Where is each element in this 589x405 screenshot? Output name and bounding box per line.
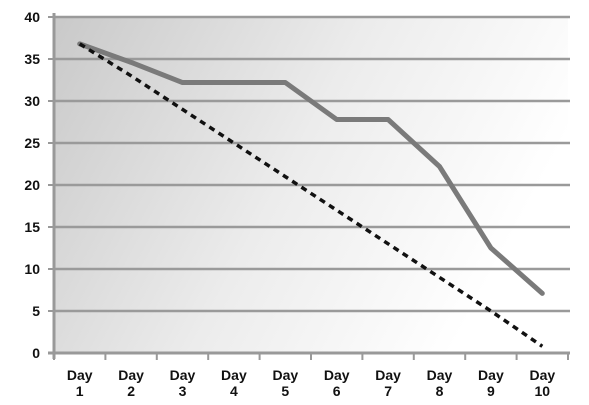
series-group (77, 41, 545, 348)
x-tick-label: Day 1 (67, 367, 93, 399)
x-tick-label: Day 2 (118, 367, 144, 399)
x-tick-label: Day 7 (375, 367, 401, 399)
x-tick-label: Day 3 (170, 367, 196, 399)
y-tick-label: 30 (24, 93, 40, 109)
x-tick-label: Day 10 (529, 367, 555, 399)
ideal-line (78, 42, 544, 348)
y-tick-label: 5 (32, 303, 40, 319)
x-tick-label: Day 8 (427, 367, 453, 399)
axes (48, 13, 570, 360)
x-axis-tick-labels: Day 1 Day 2 Day 3 Day 4 Day 5 Day 6 Day 7 Day 8 Day 9 Day 1… (67, 367, 555, 399)
y-tick-label: 0 (32, 345, 40, 361)
y-tick-label: 10 (24, 261, 40, 277)
x-tick-label: Day 4 (221, 367, 247, 399)
y-tick-label: 25 (24, 135, 40, 151)
y-axis-tick-labels: 0 5 10 15 20 25 30 35 40 (24, 9, 40, 361)
x-tick-label: Day 9 (478, 367, 504, 399)
y-tick-label: 35 (24, 51, 40, 67)
actual-line (77, 41, 545, 296)
y-tick-label: 20 (24, 177, 40, 193)
x-tick-label: Day 5 (272, 367, 298, 399)
y-tick-label: 15 (24, 219, 40, 235)
y-tick-label: 40 (24, 9, 40, 25)
x-tick-label: Day 6 (324, 367, 350, 399)
